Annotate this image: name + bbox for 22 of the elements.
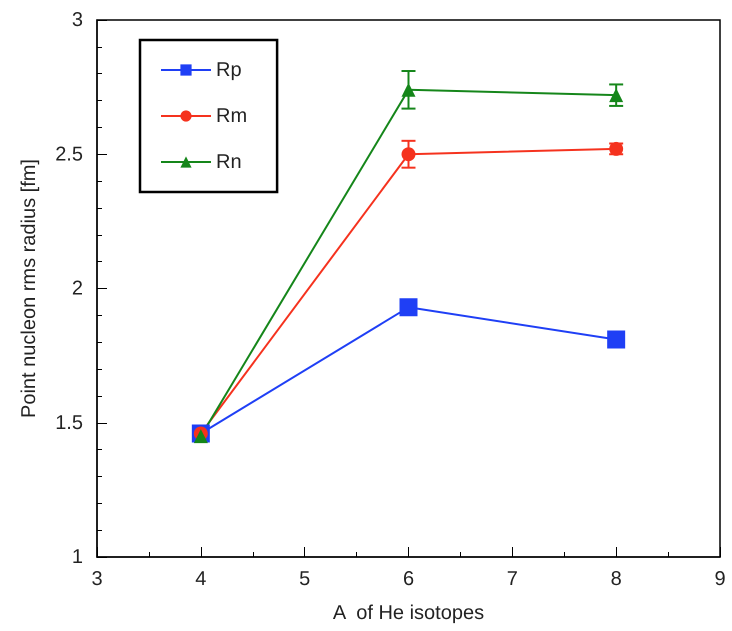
legend-label: Rn — [216, 151, 242, 173]
y-axis-title: Point nucleon rms radius [fm] — [18, 159, 40, 418]
y-tick-label: 1.5 — [55, 412, 83, 434]
legend-label: Rp — [216, 59, 242, 81]
y-tick-label: 2.5 — [55, 143, 83, 166]
x-tick-label: 7 — [506, 568, 518, 590]
x-tick-label: 6 — [402, 568, 414, 590]
y-tick-label: 3 — [72, 9, 83, 31]
y-tick-label: 1 — [72, 546, 83, 568]
y-tick-label: 2 — [72, 278, 83, 300]
legend-label: Rm — [216, 105, 248, 127]
x-tick-label: 9 — [714, 568, 726, 590]
point — [402, 147, 416, 162]
x-tick-label: 8 — [610, 568, 622, 590]
x-axis-title: A of He isotopes — [332, 602, 484, 624]
x-tick-label: 3 — [91, 568, 103, 590]
point — [402, 82, 416, 97]
point — [609, 88, 624, 102]
point — [400, 298, 418, 316]
point — [607, 330, 626, 349]
x-tick-label: 5 — [299, 568, 310, 590]
x-tick-label: 4 — [195, 568, 206, 590]
